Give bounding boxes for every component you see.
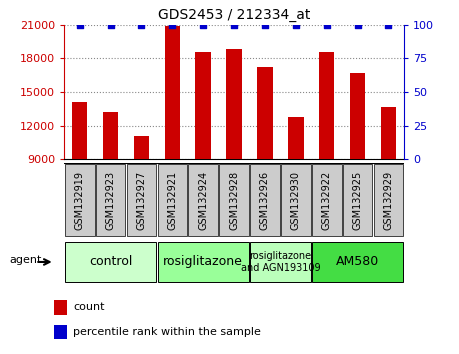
Text: GSM132929: GSM132929 bbox=[383, 170, 393, 230]
Bar bbox=[226, 50, 242, 159]
Text: GSM132927: GSM132927 bbox=[136, 170, 146, 230]
Text: percentile rank within the sample: percentile rank within the sample bbox=[73, 327, 261, 337]
FancyBboxPatch shape bbox=[312, 241, 403, 282]
FancyBboxPatch shape bbox=[157, 164, 187, 236]
Title: GDS2453 / 212334_at: GDS2453 / 212334_at bbox=[158, 8, 310, 22]
FancyBboxPatch shape bbox=[312, 164, 341, 236]
Text: GSM132924: GSM132924 bbox=[198, 170, 208, 230]
Point bbox=[230, 22, 238, 28]
FancyBboxPatch shape bbox=[250, 164, 280, 236]
Point bbox=[138, 22, 145, 28]
Text: GSM132925: GSM132925 bbox=[353, 170, 363, 230]
Bar bbox=[196, 52, 211, 159]
Bar bbox=[319, 52, 335, 159]
Point bbox=[261, 22, 269, 28]
Text: AM580: AM580 bbox=[336, 256, 379, 268]
FancyBboxPatch shape bbox=[96, 164, 125, 236]
FancyBboxPatch shape bbox=[219, 164, 249, 236]
Text: GSM132919: GSM132919 bbox=[75, 171, 85, 229]
FancyBboxPatch shape bbox=[343, 164, 372, 236]
Point bbox=[107, 22, 114, 28]
Bar bbox=[72, 102, 87, 159]
Text: count: count bbox=[73, 302, 105, 312]
Bar bbox=[165, 26, 180, 159]
Text: GSM132922: GSM132922 bbox=[322, 170, 332, 230]
FancyBboxPatch shape bbox=[281, 164, 311, 236]
Bar bbox=[134, 136, 149, 159]
Point bbox=[168, 22, 176, 28]
Point bbox=[200, 22, 207, 28]
Point bbox=[354, 22, 361, 28]
Text: GSM132923: GSM132923 bbox=[106, 170, 116, 230]
Point bbox=[323, 22, 330, 28]
Text: GSM132926: GSM132926 bbox=[260, 170, 270, 230]
Text: control: control bbox=[89, 256, 132, 268]
Text: rosiglitazone: rosiglitazone bbox=[163, 256, 243, 268]
FancyBboxPatch shape bbox=[374, 164, 403, 236]
Text: rosiglitazone
and AGN193109: rosiglitazone and AGN193109 bbox=[241, 251, 320, 273]
Text: GSM132928: GSM132928 bbox=[229, 170, 239, 230]
FancyBboxPatch shape bbox=[127, 164, 156, 236]
Bar bbox=[350, 73, 365, 159]
Point bbox=[292, 22, 300, 28]
Bar bbox=[288, 117, 303, 159]
Point bbox=[76, 22, 84, 28]
FancyBboxPatch shape bbox=[250, 241, 311, 282]
Text: GSM132930: GSM132930 bbox=[291, 171, 301, 229]
Bar bbox=[103, 112, 118, 159]
Text: agent: agent bbox=[10, 255, 42, 265]
FancyBboxPatch shape bbox=[188, 164, 218, 236]
FancyBboxPatch shape bbox=[65, 241, 156, 282]
FancyBboxPatch shape bbox=[65, 164, 95, 236]
Point bbox=[385, 22, 392, 28]
Bar bbox=[257, 67, 273, 159]
Text: GSM132921: GSM132921 bbox=[168, 170, 177, 230]
Bar bbox=[381, 107, 396, 159]
Bar bbox=[54, 300, 67, 315]
Bar bbox=[54, 325, 67, 339]
FancyBboxPatch shape bbox=[157, 241, 249, 282]
